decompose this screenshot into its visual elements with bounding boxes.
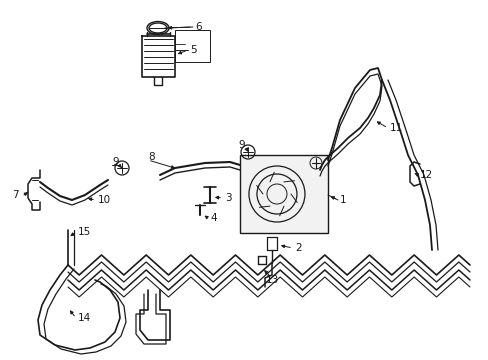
Text: 13: 13 <box>265 275 278 285</box>
Text: 3: 3 <box>224 193 231 203</box>
Text: 2: 2 <box>294 243 301 253</box>
Text: 6: 6 <box>195 22 201 32</box>
Text: 12: 12 <box>419 170 432 180</box>
Text: 9: 9 <box>112 157 119 167</box>
Text: 11: 11 <box>389 123 403 133</box>
Text: 9: 9 <box>238 140 244 150</box>
Text: 14: 14 <box>78 313 91 323</box>
Text: 10: 10 <box>98 195 111 205</box>
Text: 7: 7 <box>12 190 19 200</box>
Bar <box>175 30 209 62</box>
Text: 4: 4 <box>209 213 216 223</box>
Text: 1: 1 <box>339 195 346 205</box>
Bar <box>240 155 327 233</box>
Text: 5: 5 <box>190 45 196 55</box>
Text: 8: 8 <box>148 152 154 162</box>
Text: 15: 15 <box>78 227 91 237</box>
